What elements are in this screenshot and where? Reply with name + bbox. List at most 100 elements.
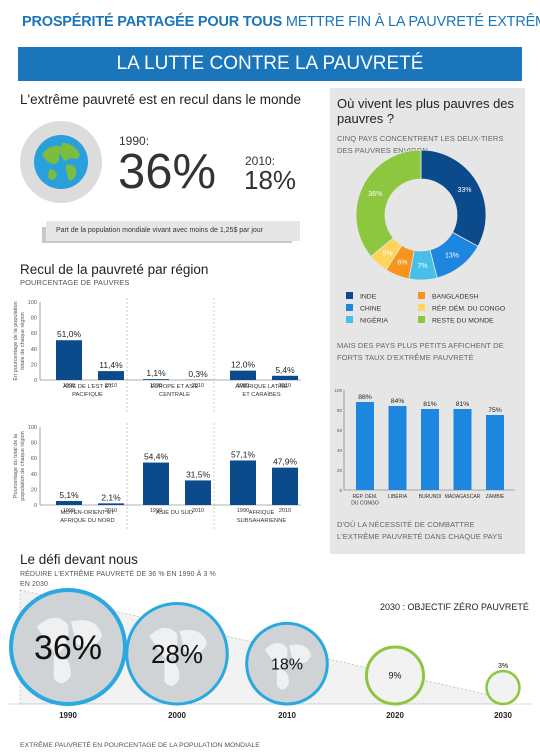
group-label-line: MOYEN-ORIENT ET <box>60 510 114 516</box>
data-label: 2,1% <box>101 492 121 502</box>
bar <box>56 501 82 505</box>
group-label: AMÉRIQUE LATINE ET CARAÏBES <box>235 383 288 398</box>
map-blob <box>179 629 208 654</box>
banner-text: LA LUTTE CONTRE LA PAUVRETÉ <box>116 53 424 74</box>
legend-label: BANGLADESH <box>432 294 479 301</box>
legend-swatch <box>418 304 425 311</box>
decline-caption: Part de la population mondiale vivant av… <box>56 227 264 234</box>
data-label: 57,1% <box>231 449 256 459</box>
header-title-light: METTRE FIN À LA PAUVRETÉ EXTRÊME <box>285 14 540 30</box>
group-label-line: ASIE DU SUD <box>156 510 193 516</box>
year1-value: 36% <box>118 145 217 199</box>
year1-label: 1990: <box>119 134 150 148</box>
y-tick-label: 80 <box>337 408 343 413</box>
data-label: 81% <box>423 401 437 408</box>
challenge-sub2: EN 2030 <box>20 581 48 588</box>
legend-swatch <box>418 316 425 323</box>
x-tick-label-line: RÉP. DÉM. <box>353 493 378 500</box>
bar <box>272 467 298 505</box>
right-panel-footer: D'OÙ LA NÉCESSITÉ DE COMBATTRE L'EXTRÊME… <box>337 520 503 541</box>
legend-label: RÉP. DÉM. DU CONGO <box>432 304 505 313</box>
bubble-label: 9% <box>388 671 401 681</box>
y-tick-label: 20 <box>31 362 37 368</box>
y-tick-label: 40 <box>31 472 37 478</box>
group-label: ASIE DE L'EST ET PACIFIQUE <box>63 384 112 398</box>
globe-icon <box>34 135 88 189</box>
bar <box>98 371 124 380</box>
slice-label: 36% <box>368 191 382 198</box>
donut-slice <box>355 149 422 257</box>
x-axis-label: EXTRÊME PAUVRETÉ EN POURCENTAGE DE LA PO… <box>20 740 260 749</box>
group-label-line: CENTRALE <box>159 392 190 398</box>
y-tick-label: 80 <box>31 316 37 322</box>
y-axis-label-line: totale de chaque région <box>20 312 26 370</box>
right-panel-subheading: CINQ PAYS CONCENTRENT LES DEUX-TIERS DES… <box>337 134 504 155</box>
x-tick-label: 1990 <box>237 508 249 514</box>
map-blob <box>36 617 69 656</box>
bubble <box>245 621 329 706</box>
data-label: 47,9% <box>273 457 298 467</box>
y-tick-label: 100 <box>28 425 37 431</box>
y-axis-label: En pourcentage de la populationtotale de… <box>13 301 26 380</box>
data-label: 51,0% <box>57 329 82 339</box>
slice-label: 6% <box>397 259 407 266</box>
data-label: 81% <box>456 401 470 408</box>
group-label: ASIE DU SUD <box>156 510 193 516</box>
bubble-label: 3% <box>498 663 508 670</box>
x-tick-label-line: LIBÉRIA <box>388 493 408 500</box>
x-tick-label: 2010 <box>105 383 117 389</box>
x-tick-label: 2010 <box>279 508 291 514</box>
map-blob <box>276 669 290 690</box>
data-label: 11,4% <box>99 360 123 370</box>
slice-label: 33% <box>457 187 471 194</box>
bar <box>56 340 82 380</box>
data-label: 12,0% <box>231 360 256 370</box>
x-tick-label: RÉP. DÉM. DU CONGO <box>351 493 379 507</box>
bar <box>453 409 472 490</box>
slice-label: 5% <box>383 250 393 257</box>
slice-label: 13% <box>445 252 459 259</box>
bar <box>421 409 439 490</box>
x-tick-label: LIBÉRIA <box>388 493 408 500</box>
x-tick-label: 1990 <box>63 508 75 514</box>
region-heading: Recul de la pauvreté par région <box>20 262 209 277</box>
x-tick-label: 2010 <box>192 508 204 514</box>
bar <box>388 406 407 490</box>
y-axis-label: Pourcentage du total de lapopulation de … <box>13 431 26 500</box>
challenge-goal: 2030 : OBJECTIF ZÉRO PAUVRETÉ <box>380 602 529 612</box>
challenge-sub1: RÉDUIRE L'EXTRÊME PAUVRETÉ DE 36 % EN 19… <box>20 571 216 578</box>
y-tick-label: 100 <box>334 388 342 393</box>
data-label: 0,3% <box>188 369 208 379</box>
bubble-label: 28% <box>151 639 203 669</box>
donut-slice <box>420 149 487 247</box>
data-label: 5,1% <box>59 490 79 500</box>
map-blob <box>53 655 71 684</box>
x-tick-label: 1990 <box>150 508 162 514</box>
data-label: 84% <box>391 398 405 405</box>
year2-label: 2010: <box>245 154 276 168</box>
x-tick-label: 2010 <box>279 383 291 389</box>
bar <box>230 370 256 380</box>
x-tick-label: 1990 <box>150 383 162 389</box>
data-label: 1,1% <box>146 368 166 378</box>
legend-label: INDE <box>360 294 377 301</box>
bubble <box>485 669 521 706</box>
bubble-chart: 36% 1990 28% 2000 18% 2010 9% 2020 3% 2030 EXTRÊME… <box>8 588 532 749</box>
y-tick-label: 80 <box>31 441 37 447</box>
x-tick-label: 2010 <box>105 508 117 514</box>
banner: LA LUTTE CONTRE LA PAUVRETÉ <box>18 47 522 81</box>
year2-value: 18% <box>244 165 297 195</box>
data-label: 75% <box>488 407 502 414</box>
country-chart: 100 80 60 40 20 0 88% RÉP. DÉM. DU CONGO 84% LIBÉR… <box>334 388 515 507</box>
x-tick-label: 2030 <box>494 711 512 720</box>
map-blob <box>164 660 180 686</box>
data-label: 5,4% <box>275 365 295 375</box>
donut-chart: 33% 13% 7% 6% 5% 36% <box>355 149 487 281</box>
right-panel-heading: Où vivent les plus pauvres des pauvres ? <box>337 96 515 126</box>
header-title-bold: PROSPÉRITÉ PARTAGÉE POUR TOUS <box>22 14 283 30</box>
y-tick-label: 0 <box>339 488 342 493</box>
bubble-label: 18% <box>271 656 303 673</box>
region-charts: 100 80 60 40 20 0 En pourcentage de la populat… <box>13 298 301 530</box>
group-label-line: PACIFIQUE <box>72 392 103 398</box>
legend-label: NIGÉRIA <box>360 316 388 325</box>
